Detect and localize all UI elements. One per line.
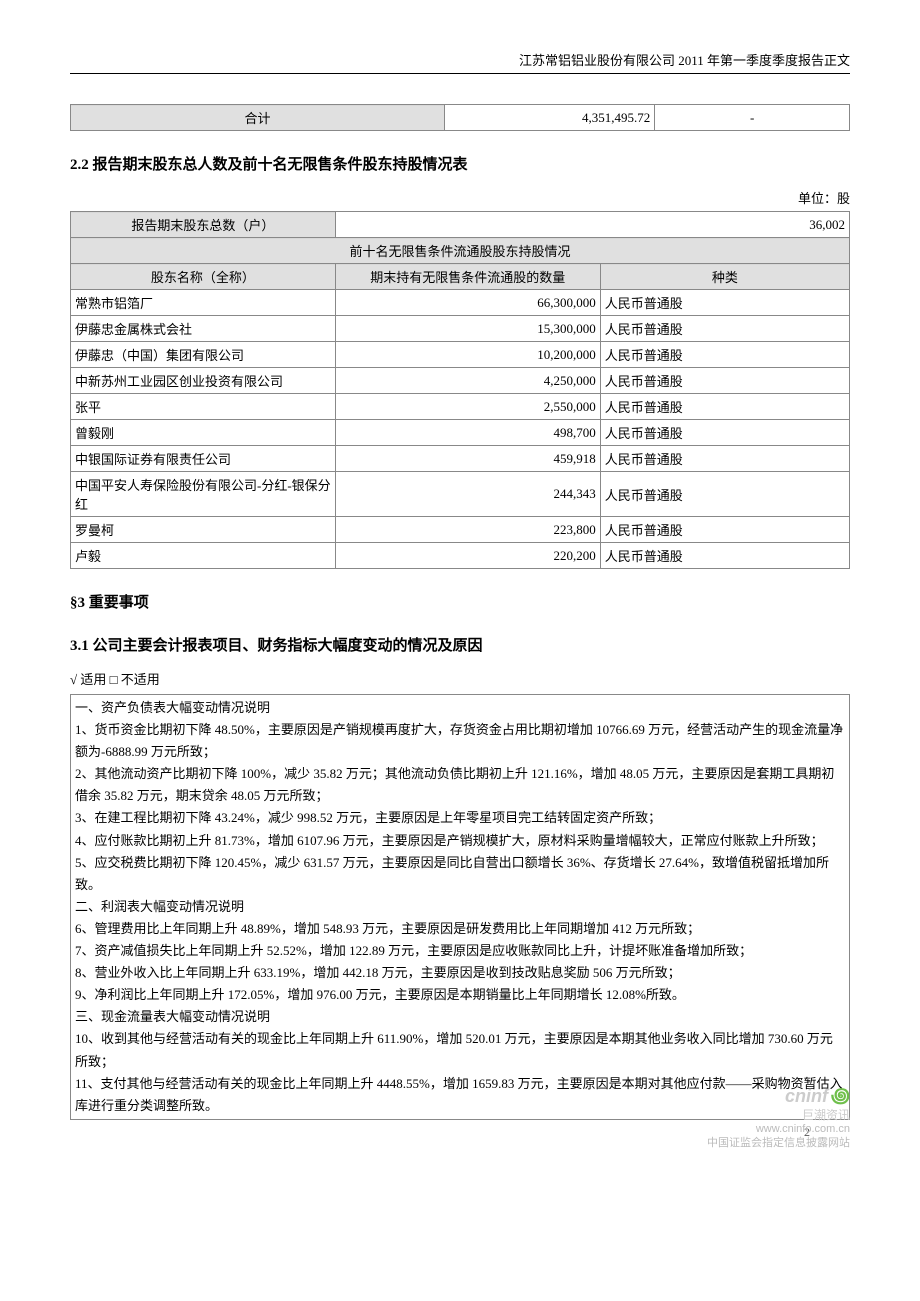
shareholder-name: 曾毅刚 (71, 420, 336, 446)
narrative-line: 6、管理费用比上年同期上升 48.89%，增加 548.93 万元，主要原因是研… (75, 918, 845, 940)
narrative-line: 5、应交税费比期初下降 120.45%，减少 631.57 万元，主要原因是同比… (75, 852, 845, 896)
shareholder-name: 罗曼柯 (71, 517, 336, 543)
section-3-title: §3 重要事项 (70, 591, 850, 612)
narrative-line: 8、营业外收入比上年同期上升 633.19%，增加 442.18 万元，主要原因… (75, 962, 845, 984)
shareholder-name: 常熟市铝箔厂 (71, 290, 336, 316)
table-row: 股东名称（全称） 期末持有无限售条件流通股的数量 种类 (71, 264, 850, 290)
shares-qty: 2,550,000 (335, 394, 600, 420)
total-holders-label: 报告期末股东总数（户） (71, 212, 336, 238)
shares-qty: 15,300,000 (335, 316, 600, 342)
shares-qty: 4,250,000 (335, 368, 600, 394)
shareholder-name: 中新苏州工业园区创业投资有限公司 (71, 368, 336, 394)
narrative-line: 1、货币资金比期初下降 48.50%，主要原因是产销规模再度扩大，存货资金占用比… (75, 719, 845, 763)
page-header: 江苏常铝铝业股份有限公司 2011 年第一季度季度报告正文 (70, 50, 850, 74)
shareholder-name: 张平 (71, 394, 336, 420)
applies-line: √ 适用 □ 不适用 (70, 669, 850, 688)
total-label: 合计 (71, 105, 445, 131)
shareholders-table: 报告期末股东总数（户） 36,002 前十名无限售条件流通股股东持股情况 股东名… (70, 211, 850, 569)
shares-qty: 10,200,000 (335, 342, 600, 368)
table-row: 前十名无限售条件流通股股东持股情况 (71, 238, 850, 264)
share-type: 人民币普通股 (600, 446, 849, 472)
table-row: 报告期末股东总数（户） 36,002 (71, 212, 850, 238)
narrative-box: 一、资产负债表大幅变动情况说明1、货币资金比期初下降 48.50%，主要原因是产… (70, 694, 850, 1120)
watermark-note: 中国证监会指定信息披露网站 (707, 1137, 850, 1149)
share-type: 人民币普通股 (600, 290, 849, 316)
table-row: 卢毅220,200人民币普通股 (71, 543, 850, 569)
share-type: 人民币普通股 (600, 472, 849, 517)
narrative-line: 10、收到其他与经营活动有关的现金比上年同期上升 611.90%，增加 520.… (75, 1028, 845, 1072)
total-holders-value: 36,002 (335, 212, 849, 238)
narrative-line: 3、在建工程比期初下降 43.24%，减少 998.52 万元，主要原因是上年零… (75, 807, 845, 829)
col-type: 种类 (600, 264, 849, 290)
unit-label: 单位：股 (70, 188, 850, 207)
shareholder-name: 伊藤忠（中国）集团有限公司 (71, 342, 336, 368)
table-row: 罗曼柯223,800人民币普通股 (71, 517, 850, 543)
shares-qty: 244,343 (335, 472, 600, 517)
shares-qty: 223,800 (335, 517, 600, 543)
watermark-swoosh-icon: ꩜ (831, 1085, 850, 1107)
share-type: 人民币普通股 (600, 342, 849, 368)
shareholder-name: 中银国际证券有限责任公司 (71, 446, 336, 472)
shares-qty: 459,918 (335, 446, 600, 472)
share-type: 人民币普通股 (600, 517, 849, 543)
shareholder-name: 卢毅 (71, 543, 336, 569)
top10-subheader: 前十名无限售条件流通股股东持股情况 (71, 238, 850, 264)
shares-qty: 220,200 (335, 543, 600, 569)
summary-total-table: 合计 4,351,495.72 - (70, 104, 850, 131)
section-2-2-title: 2.2 报告期末股东总人数及前十名无限售条件股东持股情况表 (70, 153, 850, 174)
share-type: 人民币普通股 (600, 420, 849, 446)
watermark-url: www.cninfo.com.cn (756, 1123, 850, 1135)
table-row: 中国平安人寿保险股份有限公司-分红-银保分红244,343人民币普通股 (71, 472, 850, 517)
table-row: 曾毅刚498,700人民币普通股 (71, 420, 850, 446)
col-name: 股东名称（全称） (71, 264, 336, 290)
narrative-line: 9、净利润比上年同期上升 172.05%，增加 976.00 万元，主要原因是本… (75, 984, 845, 1006)
table-row: 中新苏州工业园区创业投资有限公司4,250,000人民币普通股 (71, 368, 850, 394)
table-row: 张平2,550,000人民币普通股 (71, 394, 850, 420)
table-row: 合计 4,351,495.72 - (71, 105, 850, 131)
share-type: 人民币普通股 (600, 394, 849, 420)
section-3-1-title: 3.1 公司主要会计报表项目、财务指标大幅度变动的情况及原因 (70, 634, 850, 655)
total-value: 4,351,495.72 (444, 105, 654, 131)
narrative-line: 7、资产减值损失比上年同期上升 52.52%，增加 122.89 万元，主要原因… (75, 940, 845, 962)
total-third: - (655, 105, 850, 131)
shareholder-name: 中国平安人寿保险股份有限公司-分红-银保分红 (71, 472, 336, 517)
share-type: 人民币普通股 (600, 316, 849, 342)
col-qty: 期末持有无限售条件流通股的数量 (335, 264, 600, 290)
watermark-brand: cninf (785, 1086, 828, 1106)
narrative-line: 一、资产负债表大幅变动情况说明 (75, 697, 845, 719)
shares-qty: 498,700 (335, 420, 600, 446)
watermark: cninf ꩜ 巨潮资讯 www.cninfo.com.cn 中国证监会指定信息… (707, 1084, 850, 1150)
narrative-line: 二、利润表大幅变动情况说明 (75, 896, 845, 918)
table-row: 中银国际证券有限责任公司459,918人民币普通股 (71, 446, 850, 472)
narrative-line: 4、应付账款比期初上升 81.73%，增加 6107.96 万元，主要原因是产销… (75, 830, 845, 852)
narrative-line: 2、其他流动资产比期初下降 100%，减少 35.82 万元；其他流动负债比期初… (75, 763, 845, 807)
table-row: 常熟市铝箔厂66,300,000人民币普通股 (71, 290, 850, 316)
table-row: 伊藤忠（中国）集团有限公司10,200,000人民币普通股 (71, 342, 850, 368)
table-row: 伊藤忠金属株式会社15,300,000人民币普通股 (71, 316, 850, 342)
shareholder-name: 伊藤忠金属株式会社 (71, 316, 336, 342)
share-type: 人民币普通股 (600, 543, 849, 569)
narrative-line: 三、现金流量表大幅变动情况说明 (75, 1006, 845, 1028)
share-type: 人民币普通股 (600, 368, 849, 394)
watermark-cn: 巨潮资讯 (802, 1108, 850, 1122)
shares-qty: 66,300,000 (335, 290, 600, 316)
